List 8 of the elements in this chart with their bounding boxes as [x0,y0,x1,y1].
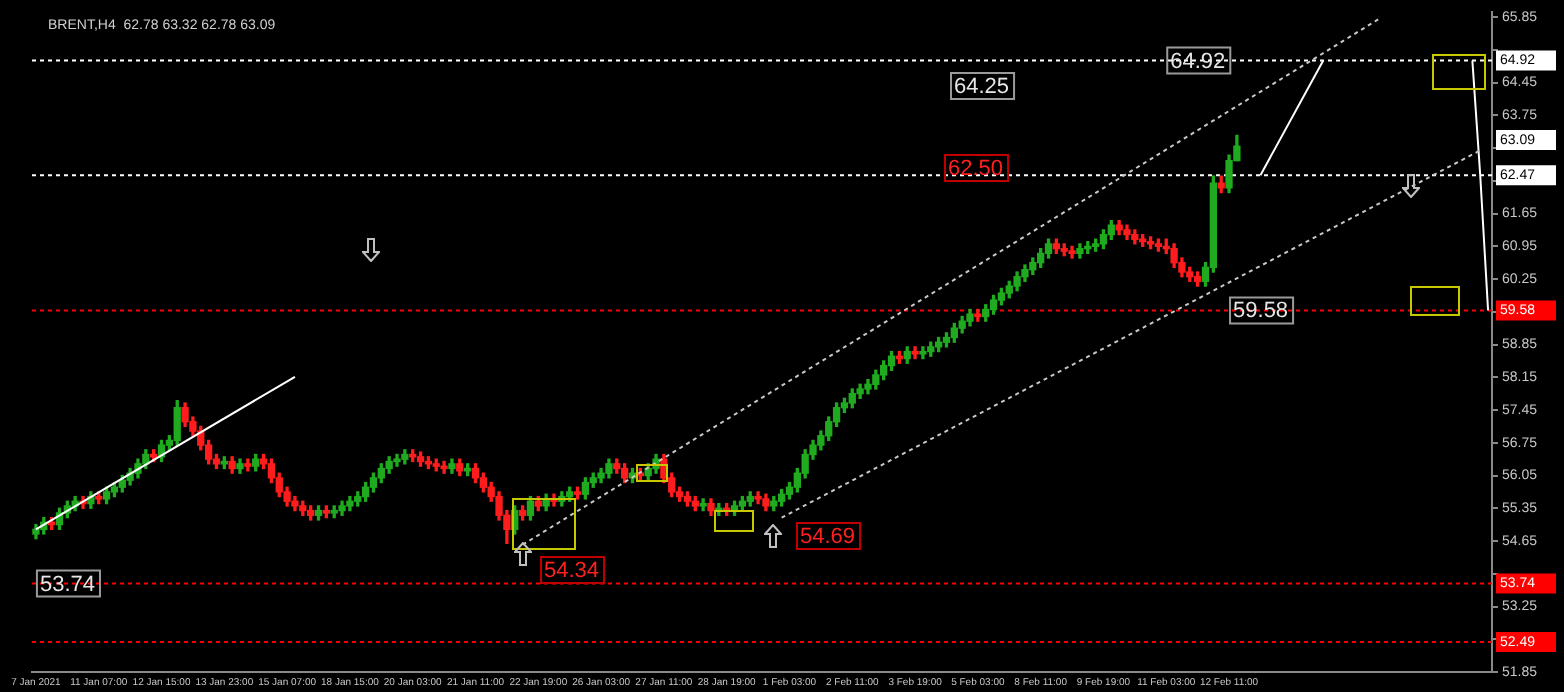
annotation: 64.92 [1170,49,1226,74]
annotation: 54.69 [800,525,856,550]
annotation: 54.34 [544,559,600,584]
candlestick [244,458,252,472]
annotation: 59.58 [1233,299,1289,324]
annotation: 53.74 [39,572,95,597]
annotation: 64.25 [954,75,1010,100]
annotation: 62.50 [948,157,1004,182]
